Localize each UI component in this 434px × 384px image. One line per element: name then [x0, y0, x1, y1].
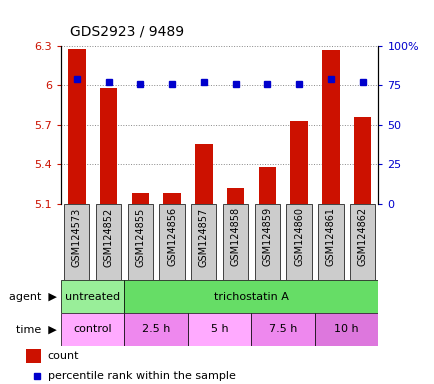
- Bar: [99, 88, 117, 204]
- Bar: [191, 204, 216, 280]
- Bar: [349, 204, 375, 280]
- Text: percentile rank within the sample: percentile rank within the sample: [48, 371, 235, 381]
- Text: GSM124861: GSM124861: [325, 207, 335, 266]
- Bar: [194, 144, 212, 204]
- Text: GSM124859: GSM124859: [262, 207, 272, 266]
- Text: GSM124855: GSM124855: [135, 207, 145, 266]
- Text: 7.5 h: 7.5 h: [268, 324, 297, 334]
- Text: 2.5 h: 2.5 h: [141, 324, 170, 334]
- Text: GSM124862: GSM124862: [357, 207, 367, 266]
- Text: count: count: [48, 351, 79, 361]
- Text: GSM124858: GSM124858: [230, 207, 240, 266]
- Bar: [124, 280, 378, 313]
- Bar: [131, 193, 149, 204]
- Text: GSM124857: GSM124857: [198, 207, 208, 266]
- Text: GSM124852: GSM124852: [103, 207, 113, 266]
- Bar: [321, 50, 339, 204]
- Bar: [251, 313, 314, 346]
- Bar: [226, 188, 244, 204]
- Bar: [127, 204, 153, 280]
- Bar: [314, 313, 378, 346]
- Bar: [317, 204, 343, 280]
- Text: GDS2923 / 9489: GDS2923 / 9489: [69, 25, 183, 38]
- Bar: [353, 117, 371, 204]
- Text: GSM124856: GSM124856: [167, 207, 177, 266]
- Text: 5 h: 5 h: [210, 324, 228, 334]
- Text: agent  ▶: agent ▶: [9, 291, 56, 302]
- Text: untreated: untreated: [65, 291, 120, 302]
- Bar: [187, 313, 251, 346]
- Text: time  ▶: time ▶: [16, 324, 56, 334]
- Bar: [61, 280, 124, 313]
- Bar: [64, 204, 89, 280]
- Bar: [258, 167, 276, 204]
- Bar: [163, 193, 181, 204]
- Bar: [254, 204, 279, 280]
- Bar: [222, 204, 248, 280]
- Text: trichostatin A: trichostatin A: [214, 291, 288, 302]
- Bar: [68, 49, 85, 204]
- Bar: [286, 204, 311, 280]
- Text: GSM124860: GSM124860: [293, 207, 303, 266]
- Bar: [26, 349, 41, 363]
- Text: control: control: [73, 324, 112, 334]
- Bar: [159, 204, 184, 280]
- Bar: [124, 313, 187, 346]
- Bar: [95, 204, 121, 280]
- Text: 10 h: 10 h: [334, 324, 358, 334]
- Text: GSM124573: GSM124573: [72, 207, 82, 266]
- Bar: [61, 313, 124, 346]
- Bar: [289, 121, 307, 204]
